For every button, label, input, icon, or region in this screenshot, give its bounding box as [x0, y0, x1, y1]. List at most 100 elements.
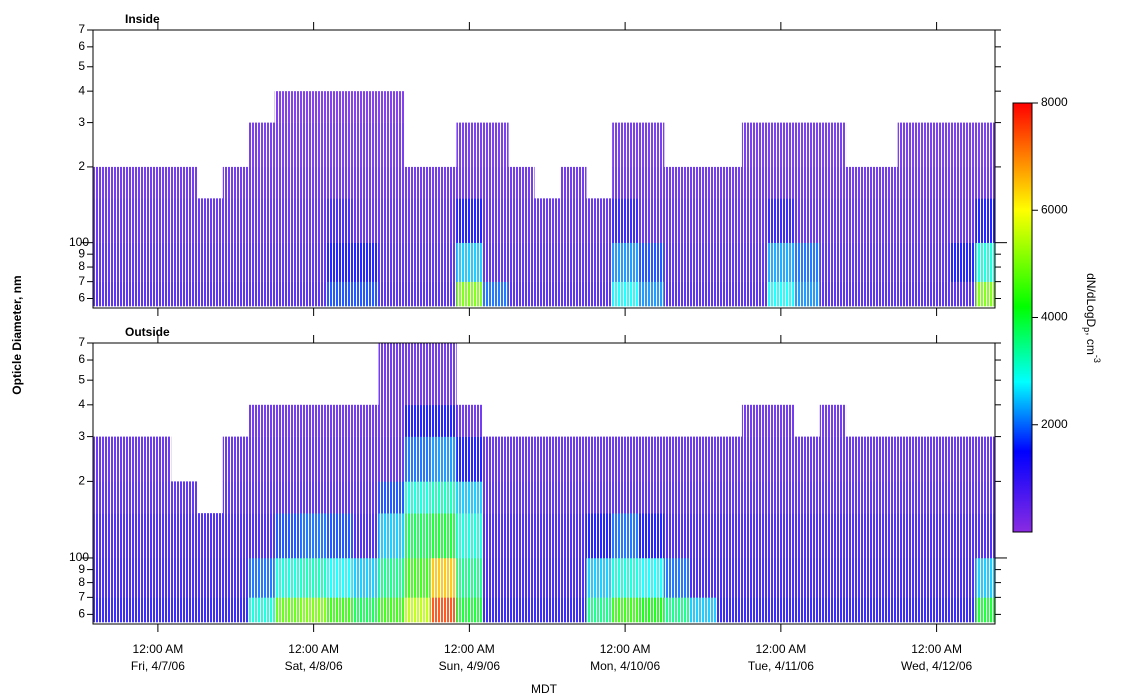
heatmap-cell [976, 243, 996, 282]
y-tick-label: 5 [78, 59, 85, 73]
heatmap-cell [560, 243, 586, 282]
heatmap-cell [612, 597, 638, 622]
heatmap-cell [716, 481, 742, 513]
heatmap-cell [482, 167, 508, 199]
heatmap-cell [794, 437, 820, 482]
heatmap-cell [872, 282, 898, 307]
heatmap-cell [534, 437, 560, 482]
y-tick-label: 7 [78, 590, 85, 604]
heatmap-cell [612, 123, 638, 168]
heatmap-cell [586, 558, 612, 598]
heatmap-cell [430, 343, 456, 405]
heatmap-cell [482, 123, 508, 168]
heatmap-cell [275, 167, 301, 199]
heatmap-cell [508, 481, 534, 513]
heatmap-cell [482, 597, 508, 622]
heatmap-cell [379, 282, 405, 307]
heatmap-cell [404, 597, 430, 622]
heatmap-cell [560, 437, 586, 482]
heatmap-cell [275, 558, 301, 598]
heatmap-cell [301, 91, 327, 123]
heatmap-cell [638, 198, 664, 243]
heatmap-cell [976, 558, 996, 598]
heatmap-cell [586, 243, 612, 282]
heatmap-cell [898, 167, 924, 199]
heatmap-cell [638, 243, 664, 282]
heatmap-cell [508, 437, 534, 482]
heatmap-cell [327, 597, 353, 622]
heatmap-cell [742, 123, 768, 168]
heatmap-cell [820, 513, 846, 558]
heatmap-cell [119, 282, 145, 307]
heatmap-cell [742, 167, 768, 199]
heatmap-cell [638, 597, 664, 622]
heatmap-cell [482, 282, 508, 307]
colorbar-tick-label: 4000 [1041, 310, 1068, 324]
heatmap-cell [456, 558, 482, 598]
heatmap-cell [404, 437, 430, 482]
heatmap-cell [898, 558, 924, 598]
heatmap-cell [93, 243, 119, 282]
heatmap-cell [223, 513, 249, 558]
heatmap-cell [612, 513, 638, 558]
heatmap-cell [742, 597, 768, 622]
heatmap-cell [404, 513, 430, 558]
heatmap-cell [872, 597, 898, 622]
heatmap-cell [560, 282, 586, 307]
heatmap-cell [145, 282, 171, 307]
heatmap-cell [872, 437, 898, 482]
heatmap-cell [456, 123, 482, 168]
heatmap-cell [197, 558, 223, 598]
heatmap-cell [223, 198, 249, 243]
heatmap-cell [534, 282, 560, 307]
heatmap-cell [820, 558, 846, 598]
heatmap-cell [820, 405, 846, 437]
heatmap-cell [638, 282, 664, 307]
heatmap-cell [145, 597, 171, 622]
x-tick-label: Sun, 4/9/06 [439, 659, 501, 673]
heatmap-cell [430, 282, 456, 307]
heatmap-cell [924, 198, 950, 243]
heatmap-cell [249, 123, 275, 168]
heatmap-cell [664, 597, 690, 622]
heatmap-cell [353, 243, 379, 282]
heatmap-cell [456, 405, 482, 437]
heatmap-cell [976, 437, 996, 482]
heatmap-cell [586, 513, 612, 558]
heatmap-cell [353, 91, 379, 123]
heatmap-cell [716, 437, 742, 482]
heatmap-cell [742, 243, 768, 282]
heatmap-cell [249, 558, 275, 598]
heatmap-cell [145, 481, 171, 513]
colorbar-tick-label: 6000 [1041, 202, 1068, 216]
heatmap-cell [93, 481, 119, 513]
heatmap-cell [379, 513, 405, 558]
heatmap-cell [794, 198, 820, 243]
heatmap-cell [249, 243, 275, 282]
heatmap-cell [846, 558, 872, 598]
heatmap-cell [249, 513, 275, 558]
colorbar-tick-label: 8000 [1041, 95, 1068, 109]
heatmap-cell [638, 123, 664, 168]
heatmap-cell [93, 167, 119, 199]
heatmap-cell [508, 167, 534, 199]
heatmap-cell [820, 198, 846, 243]
heatmap-cell [664, 167, 690, 199]
heatmap-cell [379, 198, 405, 243]
heatmap-cell [664, 243, 690, 282]
heatmap-cell [430, 481, 456, 513]
heatmap-cell [586, 481, 612, 513]
x-tick-label: 12:00 AM [911, 642, 962, 656]
heatmap-cell [482, 437, 508, 482]
heatmap-cell [223, 243, 249, 282]
heatmap-cell [664, 437, 690, 482]
x-tick-label: Tue, 4/11/06 [748, 659, 814, 673]
heatmap-cell [612, 437, 638, 482]
heatmap-cell [950, 437, 976, 482]
heatmap-cell [612, 481, 638, 513]
heatmap-cell [249, 198, 275, 243]
heatmap-cell [508, 558, 534, 598]
heatmap-cell [560, 167, 586, 199]
heatmap-cell [404, 343, 430, 405]
heatmap-cell [353, 558, 379, 598]
